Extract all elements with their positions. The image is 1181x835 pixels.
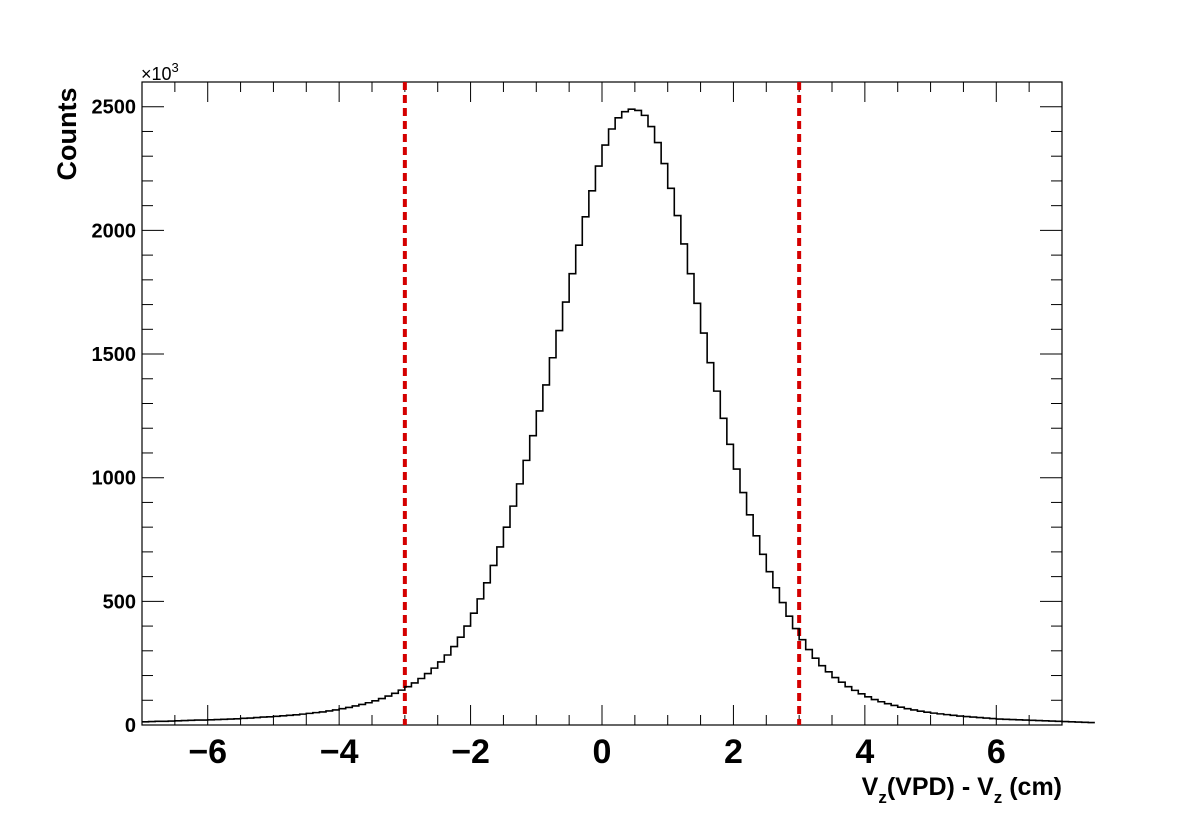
x-label-mid: (VPD) - V (887, 773, 994, 801)
x-tick-label: −6 (188, 733, 227, 771)
x-label-sub1: z (878, 788, 887, 807)
x-label-v1: V (862, 773, 879, 801)
x-tick-label: 0 (593, 733, 612, 771)
y-tick-label: 2000 (92, 220, 137, 242)
y-tick-label: 0 (125, 715, 136, 737)
y-axis-label: Counts (52, 88, 82, 181)
histogram-series (142, 108, 1095, 724)
x-axis-ticks: −6 −4 −2 0 2 4 6 (141, 82, 1063, 771)
y-multiplier: ×103 (141, 60, 179, 84)
x-axis-label: Vz(VPD) - Vz (cm) (862, 773, 1062, 807)
y-tick-label: 1000 (92, 468, 137, 490)
x-tick-label: 2 (724, 733, 743, 771)
x-tick-label: −4 (320, 733, 359, 771)
y-axis-ticks: 0 500 1000 1500 2000 2500 (92, 81, 1062, 737)
x-label-end: (cm) (1002, 773, 1062, 801)
x-label-sub2: z (994, 788, 1003, 807)
x-tick-label: 6 (987, 733, 1006, 771)
y-tick-label: 1500 (92, 344, 137, 366)
y-tick-label: 500 (103, 591, 136, 613)
plot-frame (141, 81, 1063, 726)
cut-lines (402, 82, 802, 725)
y-tick-label: 2500 (92, 97, 137, 119)
y-multiplier-base: ×10 (141, 64, 172, 84)
x-tick-label: 4 (855, 733, 874, 771)
y-multiplier-exponent: 3 (172, 60, 179, 75)
x-tick-label: −2 (451, 733, 490, 771)
